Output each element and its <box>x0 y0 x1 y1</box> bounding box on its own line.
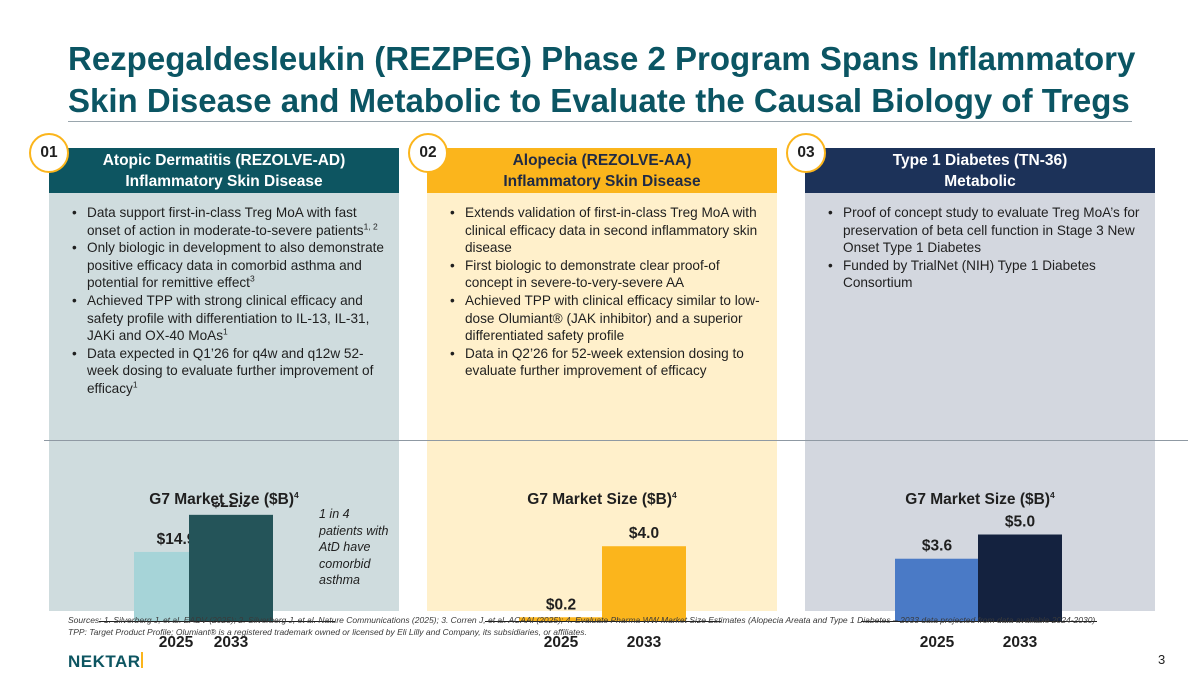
bullet-item: Funded by TrialNet (NIH) Type 1 Diabetes… <box>819 257 1141 292</box>
column-header: Atopic Dermatitis (REZOLVE-AD) Inflammat… <box>49 148 399 193</box>
number-badge-01: 01 <box>29 133 69 173</box>
bullet-item: Extends validation of first-in-class Tre… <box>441 204 763 257</box>
column-header: Type 1 Diabetes (TN-36) Metabolic <box>805 148 1155 193</box>
bar-value-label: $4.0 <box>629 525 659 542</box>
nektar-logo: NEKTAR <box>68 652 141 671</box>
logo-accent-bar <box>141 652 143 668</box>
column-header-title: Alopecia (REZOLVE-AA) <box>512 151 692 169</box>
bullet-item: Data in Q2’26 for 52-week extension dosi… <box>441 345 763 380</box>
number-badge-02: 02 <box>408 133 448 173</box>
slide-title-line2: Skin Disease and Metabolic to Evaluate t… <box>68 82 1130 119</box>
market-size-title: G7 Market Size ($B)4 <box>149 489 299 508</box>
footnotes: Sources: 1. Silverberg J, et al. EADV (2… <box>68 615 1178 638</box>
bar-2033 <box>189 514 273 621</box>
column-header-subtitle: Metabolic <box>944 172 1016 190</box>
bullet-list: Data support first-in-class Treg MoA wit… <box>63 204 385 398</box>
bar-2025 <box>895 558 979 621</box>
market-size-chart-aa: $0.2 2025 $4.0 2033 <box>485 525 721 651</box>
column-header: Alopecia (REZOLVE-AA) Inflammatory Skin … <box>427 148 777 193</box>
bar-2033 <box>978 534 1062 621</box>
slide-title-line1: Rezpegaldesleukin (REZPEG) Phase 2 Progr… <box>68 40 1136 77</box>
bar-value-label: $22.9 <box>212 503 251 511</box>
column-body: Proof of concept study to evaluate Treg … <box>805 193 1155 651</box>
bullet-list: Extends validation of first-in-class Tre… <box>441 204 763 380</box>
bar-value-label: $14.9 <box>157 531 196 548</box>
bullet-item: Achieved TPP with strong clinical effica… <box>63 292 385 345</box>
bar-value-label: $3.6 <box>922 538 953 555</box>
year-label: 2025 <box>920 634 955 651</box>
bar-value-label: $0.2 <box>546 596 576 613</box>
bullet-item: First biologic to demonstrate clear proo… <box>441 257 763 292</box>
bullet-item: Data support first-in-class Treg MoA wit… <box>63 204 385 239</box>
comorbid-asthma-annotation: 1 in 4 patients with AtD have comorbid a… <box>319 507 389 587</box>
column-body: Extends validation of first-in-class Tre… <box>427 193 777 651</box>
column-body: Data support first-in-class Treg MoA wit… <box>49 193 399 651</box>
bar-2025 <box>519 617 603 621</box>
slide-title: Rezpegaldesleukin (REZPEG) Phase 2 Progr… <box>68 38 1168 122</box>
bar-value-label: $5.0 <box>1005 514 1035 531</box>
bullet-item: Proof of concept study to evaluate Treg … <box>819 204 1141 257</box>
year-label: 2025 <box>544 634 579 651</box>
column-header-title: Atopic Dermatitis (REZOLVE-AD) <box>102 151 346 169</box>
year-label: 2025 <box>159 634 194 651</box>
bullet-item: Only biologic in development to also dem… <box>63 239 385 292</box>
market-size-title: G7 Market Size ($B)4 <box>527 489 677 508</box>
bullet-list: Proof of concept study to evaluate Treg … <box>819 204 1141 292</box>
column-type1-diabetes: Type 1 Diabetes (TN-36) Metabolic Proof … <box>805 148 1155 651</box>
footnote-tpp: TPP: Target Product Profile; Olumiant® i… <box>68 626 587 637</box>
market-size-chart-t1d: $3.6 2025 $5.0 2033 <box>861 514 1097 651</box>
title-divider <box>68 121 1132 122</box>
column-header-subtitle: Inflammatory Skin Disease <box>125 172 323 190</box>
column-alopecia: Alopecia (REZOLVE-AA) Inflammatory Skin … <box>427 148 777 651</box>
market-size-title: G7 Market Size ($B)4 <box>905 489 1055 508</box>
bullet-item: Data expected in Q1’26 for q4w and q12w … <box>63 345 385 398</box>
page-number: 3 <box>1158 652 1166 667</box>
column-atopic-dermatitis: Atopic Dermatitis (REZOLVE-AD) Inflammat… <box>49 148 399 651</box>
column-header-subtitle: Inflammatory Skin Disease <box>503 172 701 190</box>
footnote-sources: Sources: 1. Silverberg J, et al. EADV (2… <box>68 615 1096 625</box>
number-badge-03: 03 <box>786 133 826 173</box>
section-divider <box>44 440 1188 441</box>
year-label: 2033 <box>1003 634 1038 651</box>
market-size-chart-ad: $14.9 2025 $22.9 2033 <box>99 503 335 651</box>
bullet-item: Achieved TPP with clinical efficacy simi… <box>441 292 763 345</box>
column-header-title: Type 1 Diabetes (TN-36) <box>892 151 1068 169</box>
bar-2033 <box>602 546 686 621</box>
year-label: 2033 <box>214 634 249 651</box>
year-label: 2033 <box>627 634 662 651</box>
